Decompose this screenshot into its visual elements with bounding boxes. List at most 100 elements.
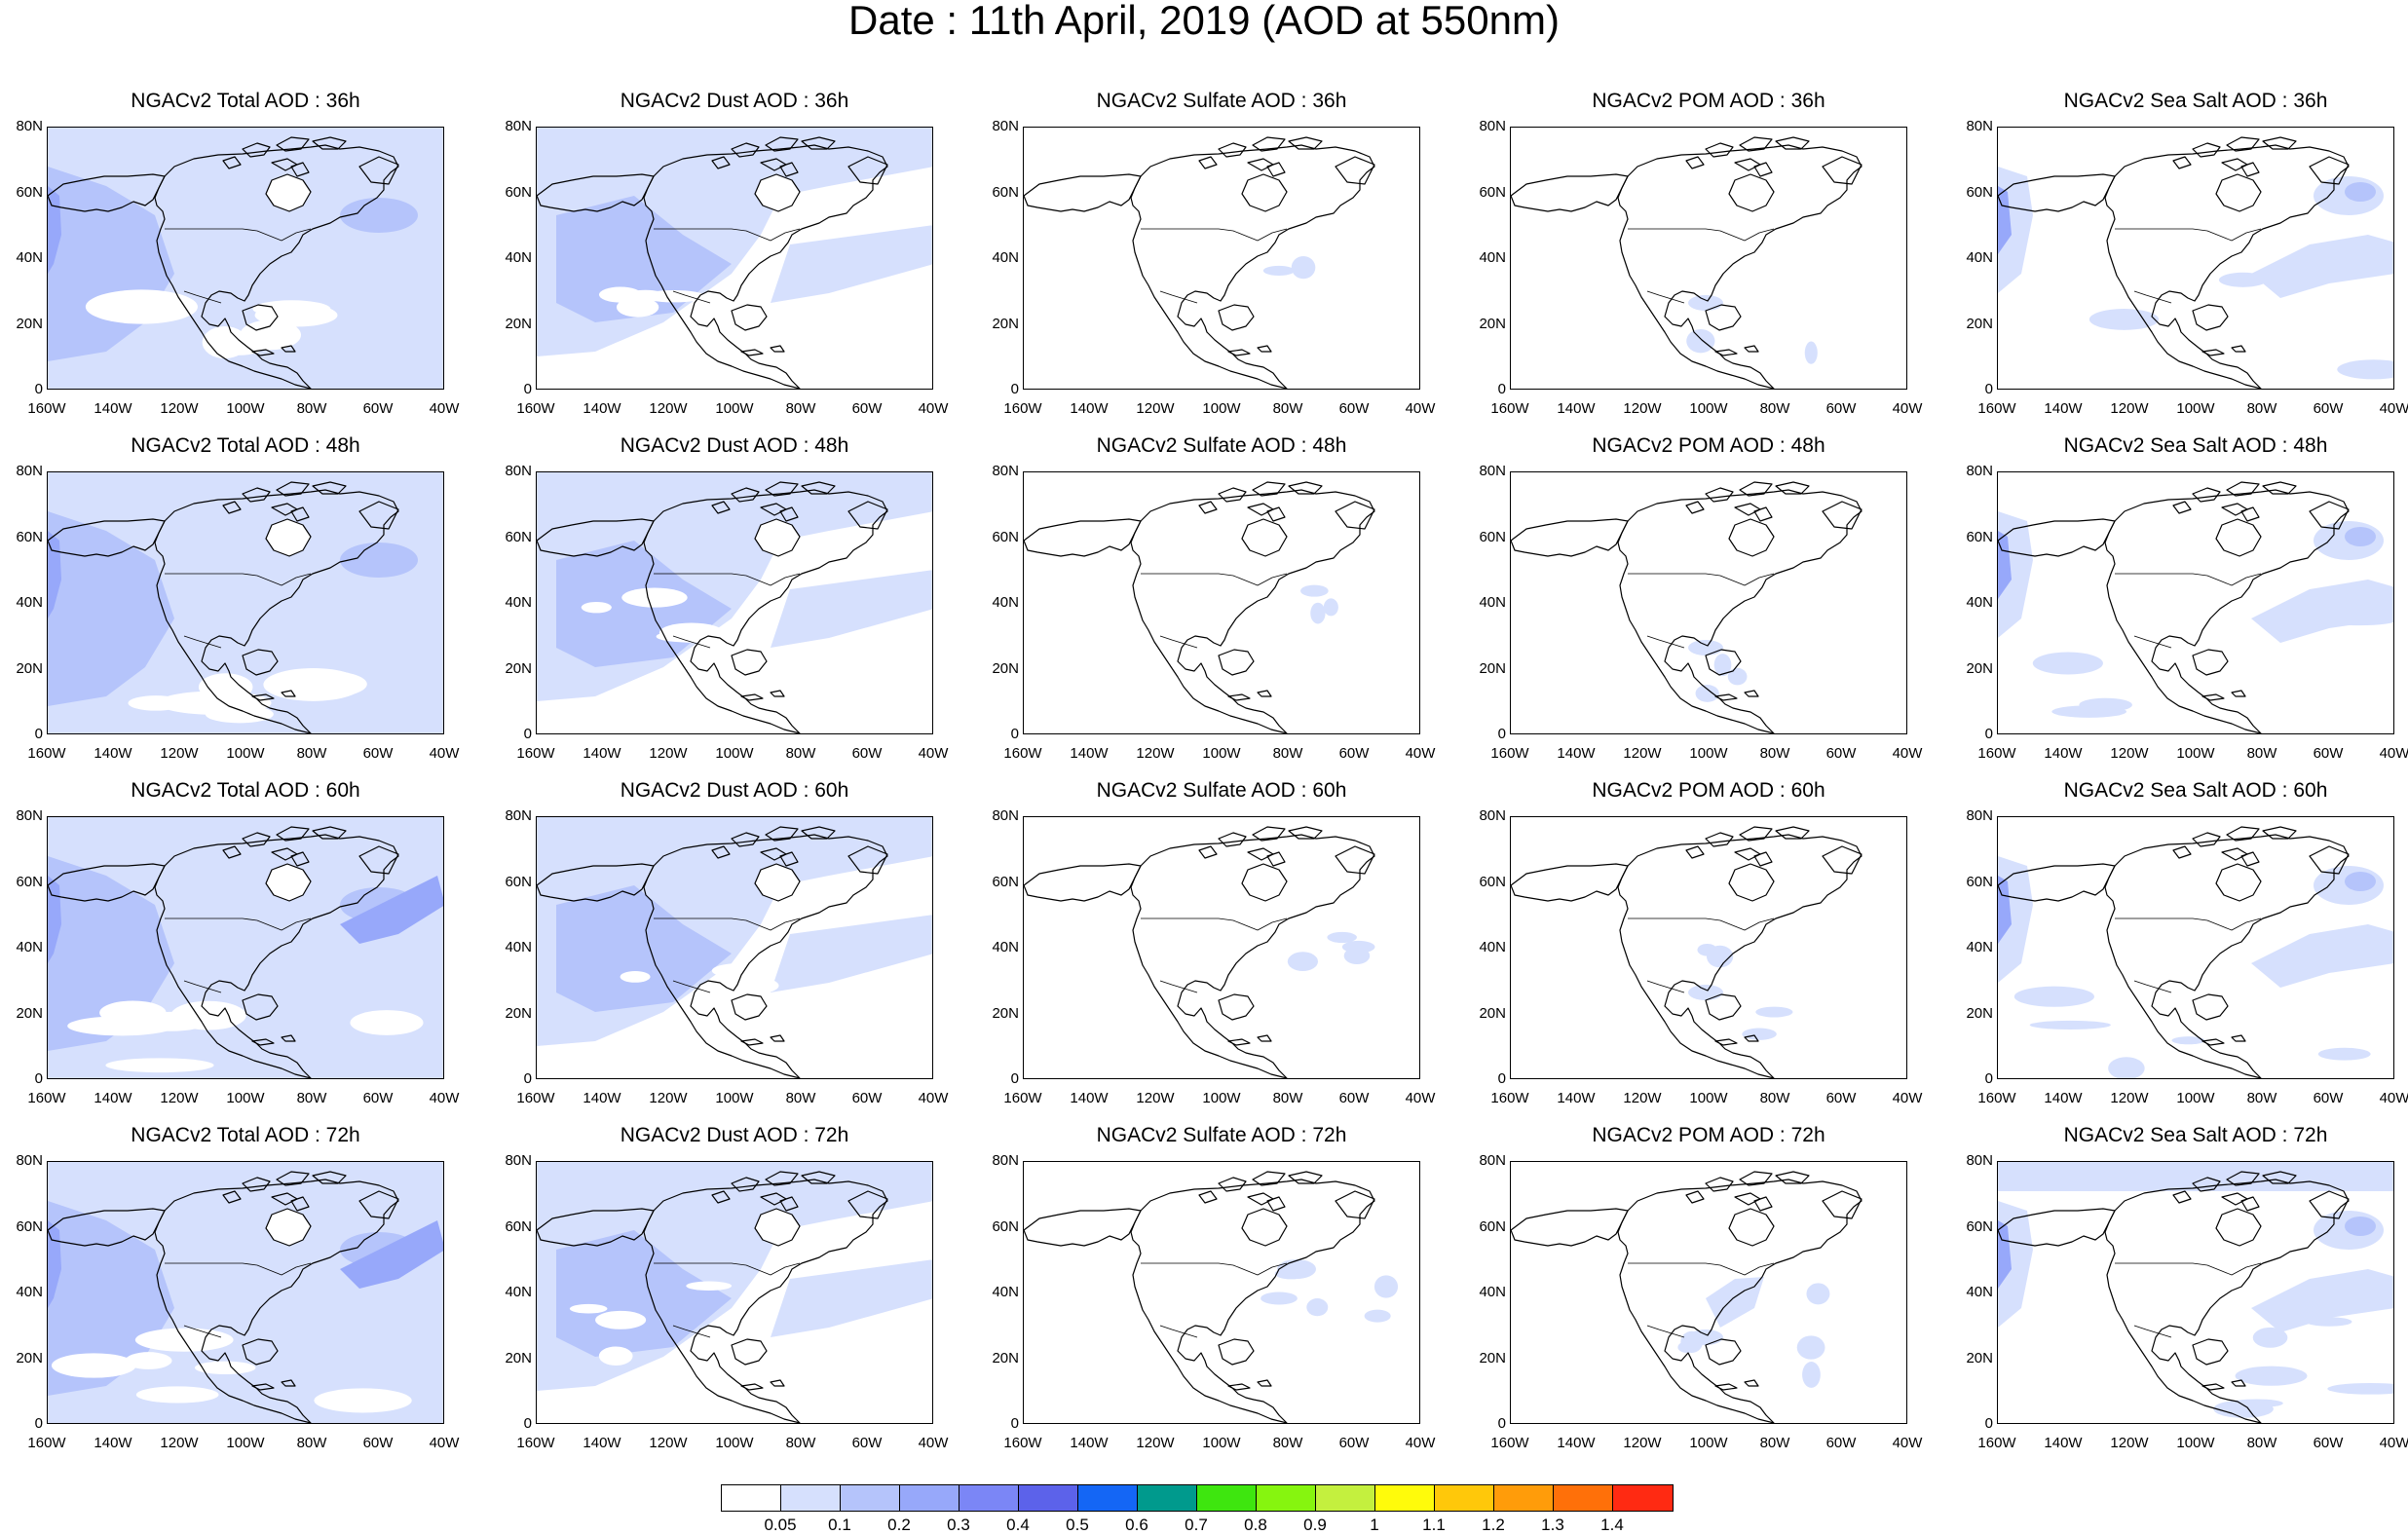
lon-tick-label: 140W (583, 1435, 621, 1451)
lon-tick-label: 60W (1338, 745, 1370, 762)
lon-tick-label: 100W (715, 400, 754, 417)
panel-title: NGACv2 Sea Salt AOD : 72h (2063, 1124, 2328, 1146)
lon-tick-label: 60W (362, 400, 394, 417)
colorbar-tick-label: 0.9 (1303, 1516, 1327, 1534)
lon-tick-label: 60W (2313, 1435, 2344, 1451)
lon-tick-label: 40W (1892, 400, 1923, 417)
panel-title: NGACv2 Total AOD : 48h (131, 434, 360, 457)
map-svg (1998, 481, 2393, 733)
lon-tick-label: 80W (296, 745, 327, 762)
map-panel (1997, 127, 2394, 390)
lat-tick-label: 40N (1966, 249, 1993, 266)
colorbar-swatch (841, 1485, 900, 1511)
lon-tick-label: 160W (1003, 1435, 1042, 1451)
lon-tick-label: 100W (1202, 745, 1241, 762)
lon-tick-label: 40W (1405, 745, 1436, 762)
lat-tick-label: 60N (16, 1217, 43, 1235)
panel-title: NGACv2 POM AOD : 60h (1592, 779, 1825, 802)
lon-tick-label: 140W (1070, 1435, 1109, 1451)
lat-tick-label: 60N (992, 528, 1019, 545)
lat-tick-label: 40N (16, 939, 43, 955)
lon-tick-label: 60W (1825, 1435, 1857, 1451)
aod-shading (1688, 943, 1793, 1040)
lon-tick-label: 60W (2313, 745, 2344, 762)
lat-tick-label: 40N (505, 939, 532, 955)
colorbar-swatch (1257, 1485, 1316, 1511)
map-panel (1023, 127, 1420, 390)
lon-tick-label: 100W (715, 745, 754, 762)
lat-tick-label: 20N (1966, 1004, 1993, 1022)
lon-tick-label: 120W (1136, 745, 1175, 762)
map-panel (1510, 471, 1907, 734)
lon-tick-label: 100W (1202, 400, 1241, 417)
colorbar-tick-label: 1.1 (1422, 1516, 1446, 1534)
lon-tick-label: 40W (2379, 400, 2408, 417)
lat-tick-label: 80N (992, 118, 1019, 134)
panel-title: NGACv2 Dust AOD : 72h (620, 1124, 849, 1146)
lat-tick-label: 80N (1966, 1152, 1993, 1169)
lon-tick-label: 80W (1272, 1435, 1303, 1451)
map-panel (47, 816, 444, 1079)
colorbar-tick-label: 0.8 (1244, 1516, 1267, 1534)
lat-tick-label: 60N (16, 528, 43, 545)
lat-tick-label: 0 (34, 381, 43, 397)
aod-shading (537, 472, 932, 701)
map-svg (1998, 826, 2393, 1078)
lon-tick-label: 60W (1825, 1090, 1857, 1106)
lat-tick-label: 60N (1966, 873, 1993, 890)
lon-tick-label: 120W (1623, 1435, 1662, 1451)
lat-tick-label: 0 (34, 1070, 43, 1087)
lat-tick-label: 20N (505, 315, 532, 332)
lon-tick-label: 140W (1557, 745, 1596, 762)
aod-shading (48, 472, 443, 733)
lat-tick-label: 20N (992, 315, 1019, 332)
map-svg (1024, 1171, 1399, 1423)
lon-tick-label: 80W (2246, 400, 2277, 417)
lat-tick-label: 20N (992, 659, 1019, 677)
colorbar-swatch (900, 1485, 959, 1511)
lat-tick-label: 20N (16, 1004, 43, 1022)
lon-tick-label: 120W (1136, 1435, 1175, 1451)
map-svg (1024, 136, 1375, 389)
map-svg (48, 817, 443, 1078)
lat-tick-label: 40N (505, 249, 532, 266)
lat-tick-label: 80N (1966, 118, 1993, 134)
lon-tick-label: 40W (1892, 1090, 1923, 1106)
lon-tick-label: 60W (362, 745, 394, 762)
lon-tick-label: 60W (1825, 400, 1857, 417)
lat-tick-label: 80N (992, 1152, 1019, 1169)
lon-tick-label: 60W (851, 1435, 883, 1451)
lon-tick-label: 120W (649, 745, 688, 762)
coastlines (537, 136, 888, 389)
lat-tick-label: 20N (1479, 315, 1506, 332)
coastlines (1998, 1171, 2350, 1423)
aod-shading (48, 128, 443, 389)
lon-tick-label: 160W (27, 1435, 66, 1451)
map-svg (1998, 136, 2393, 389)
map-panel (1510, 1161, 1907, 1424)
colorbar-tick-label: 0.1 (828, 1516, 851, 1534)
colorbar-tick-label: 0.7 (1185, 1516, 1208, 1534)
lon-tick-label: 160W (516, 1435, 555, 1451)
lat-tick-label: 80N (16, 807, 43, 824)
lon-tick-label: 120W (160, 1435, 199, 1451)
panel-title: NGACv2 Total AOD : 36h (131, 90, 360, 112)
colorbar-swatch (1316, 1485, 1375, 1511)
lat-tick-label: 60N (505, 528, 532, 545)
map-svg (537, 1162, 932, 1423)
lon-tick-label: 60W (2313, 400, 2344, 417)
panel-title: NGACv2 Total AOD : 60h (131, 779, 360, 802)
lat-tick-label: 20N (1966, 315, 1993, 332)
lat-tick-label: 60N (505, 1217, 532, 1235)
lat-tick-label: 80N (1479, 807, 1506, 824)
colorbar-swatch (1078, 1485, 1138, 1511)
lat-tick-label: 60N (992, 183, 1019, 201)
lon-tick-label: 120W (649, 400, 688, 417)
lon-tick-label: 60W (362, 1090, 394, 1106)
colorbar-tick-label: 0.2 (887, 1516, 911, 1534)
lon-tick-label: 100W (226, 400, 265, 417)
colorbar-tick-label: 1.3 (1541, 1516, 1564, 1534)
lat-tick-label: 0 (1984, 1415, 1993, 1432)
lat-tick-label: 40N (1479, 594, 1506, 611)
colorbar-tick-label: 1 (1370, 1516, 1379, 1534)
